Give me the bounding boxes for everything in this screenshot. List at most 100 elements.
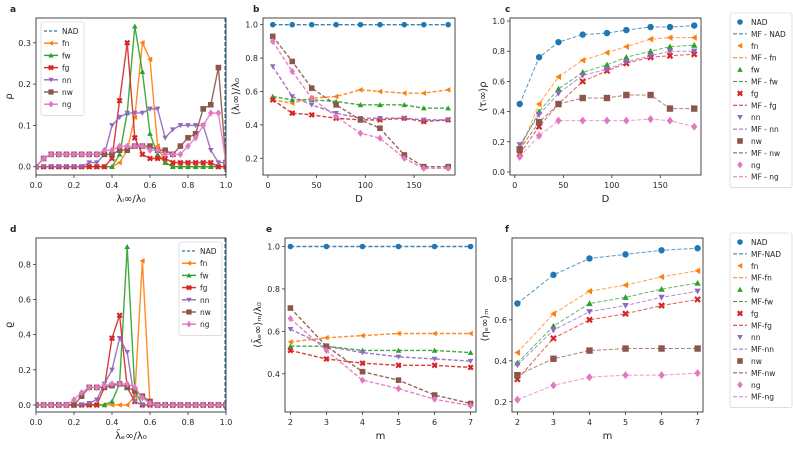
marker-fw <box>101 402 108 408</box>
line-nn <box>290 328 471 362</box>
legend-marker-nn <box>48 77 54 83</box>
legend-label-ng: ng <box>62 100 72 109</box>
marker-fg <box>101 163 108 170</box>
marker-fg <box>177 159 184 166</box>
marker-NAD <box>287 243 294 250</box>
marker-nn <box>516 142 523 149</box>
x-axis-label: λᵢ∞/λ₀ <box>116 194 145 205</box>
marker-nn <box>132 399 138 405</box>
marker-fw <box>170 163 176 169</box>
legend-label-fg: fg <box>751 89 759 98</box>
marker-fn <box>377 88 383 95</box>
marker-fg <box>162 155 169 162</box>
marker-nw <box>647 91 654 99</box>
marker-nn <box>185 123 191 129</box>
x-tick-label: 0.4 <box>106 181 119 190</box>
marker-ng <box>170 150 176 158</box>
marker-fn <box>694 267 701 274</box>
plot-area <box>36 238 226 412</box>
marker-ng <box>109 146 115 154</box>
x-tick-label: 0.8 <box>182 181 195 190</box>
marker-fn <box>555 73 562 81</box>
marker-nn <box>94 160 100 166</box>
x-tick-label: 0.6 <box>144 418 157 427</box>
marker-nw <box>116 147 123 154</box>
x-tick-label: 50 <box>312 181 322 190</box>
x-tick-label: 0.6 <box>144 181 157 190</box>
marker-ng <box>516 152 523 161</box>
marker-ng <box>147 399 153 407</box>
series-NAD <box>516 22 698 108</box>
x-tick-label: 0.0 <box>30 418 43 427</box>
marker-nw <box>124 147 130 154</box>
marker-nw <box>514 371 521 379</box>
marker-nw <box>586 347 593 354</box>
x-tick-label: 3 <box>324 418 329 427</box>
marker-ng <box>323 346 330 355</box>
series-NAD <box>269 21 451 28</box>
x-tick-label: 100 <box>358 181 373 190</box>
marker-fn <box>691 34 697 41</box>
marker-ng <box>467 402 474 410</box>
marker-nw <box>357 117 364 123</box>
axes-frame <box>262 17 456 176</box>
x-axis-label: m <box>376 431 386 442</box>
y-tick-label: 0.8 <box>494 275 507 284</box>
marker-nn <box>177 123 184 129</box>
series-ng <box>516 115 698 161</box>
marker-ng <box>200 401 206 409</box>
marker-nw <box>308 85 315 91</box>
legend-label-MF-nw: MF-nw <box>751 369 775 378</box>
marker-fn <box>333 93 339 100</box>
y-tick-label: 0.2 <box>245 154 258 163</box>
marker-nn <box>170 127 176 133</box>
marker-fn <box>139 258 145 264</box>
legend-label-NAD: NAD <box>751 238 768 247</box>
marker-ng <box>63 150 70 158</box>
panel-label: f <box>505 225 509 235</box>
marker-fw <box>647 48 654 54</box>
marker-ng <box>177 150 184 158</box>
marker-fn <box>124 402 130 408</box>
y-tick-label: 0.0 <box>18 163 31 172</box>
y-tick-label: 0.6 <box>267 327 280 336</box>
legend-marker-nw <box>186 309 192 315</box>
series-nn <box>287 327 474 364</box>
marker-ng <box>333 112 339 121</box>
legend-label-fn: fn <box>200 259 208 268</box>
legend-marker-fw <box>186 272 192 278</box>
marker-fn <box>359 332 365 339</box>
marker-ng <box>101 146 108 154</box>
marker-ng <box>71 150 77 158</box>
x-tick-label: 0.0 <box>30 181 43 190</box>
line-ng <box>36 112 226 168</box>
marker-fw <box>154 151 161 157</box>
series-nn <box>514 288 701 369</box>
marker-fg <box>694 296 701 303</box>
panel-label: e <box>266 225 272 235</box>
marker-nw <box>200 106 206 112</box>
marker-nn <box>359 350 366 356</box>
legend: NAD fn fw fg nn nw ng <box>178 241 223 336</box>
marker-nn <box>289 94 296 100</box>
marker-nn <box>56 164 62 170</box>
panel-label: c <box>505 5 510 15</box>
marker-ng <box>694 369 701 378</box>
series-NAD <box>514 245 701 307</box>
series-fn <box>514 267 701 356</box>
marker-fw <box>116 151 123 157</box>
marker-ng <box>124 142 130 150</box>
marker-ng <box>86 383 92 391</box>
marker-ng <box>116 142 123 150</box>
x-tick-label: 2 <box>515 418 520 427</box>
legend: NAD fn fw fg nn nw ng <box>40 21 85 116</box>
marker-fn <box>147 56 153 63</box>
legend-marker-ng <box>186 320 192 328</box>
y-tick-label: 1.0 <box>245 21 258 30</box>
marker-nn <box>78 402 85 408</box>
marker-ng <box>36 401 39 409</box>
marker-ng <box>666 116 674 125</box>
marker-ng <box>431 395 438 403</box>
marker-nn <box>109 123 115 129</box>
marker-nw <box>516 146 523 153</box>
